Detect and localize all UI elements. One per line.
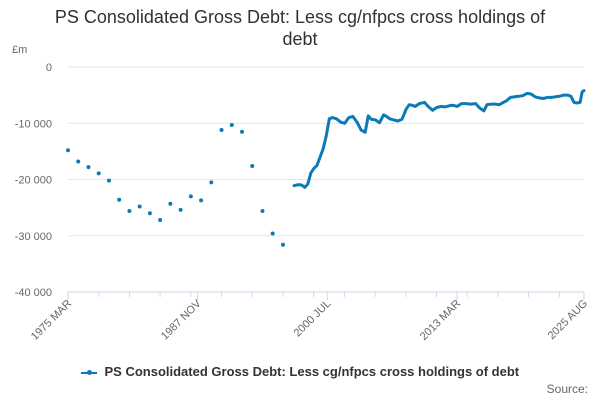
legend[interactable]: PS Consolidated Gross Debt: Less cg/nfpc…	[0, 364, 600, 379]
data-point-14	[209, 180, 214, 185]
chart-plot: 0-10 000-20 000-30 000-40 000 1975 MAR 19…	[15, 62, 590, 343]
y-tick-label-3: -30 000	[15, 231, 52, 243]
data-series	[66, 89, 586, 247]
x-axis: 1975 MAR 1987 NOV 2000 JUL 2013 MAR 2025 AUG	[29, 291, 590, 343]
legend-label: PS Consolidated Gross Debt: Less cg/nfpc…	[104, 364, 520, 379]
data-point-19	[260, 209, 265, 213]
data-point-15	[219, 128, 224, 132]
x-tick-label-1: 1987 NOV	[159, 297, 204, 342]
x-tick-label-3: 2013 MAR	[418, 298, 463, 343]
chart-title-line-2: debt	[282, 29, 318, 49]
data-point-18	[250, 164, 255, 168]
y-tick-label-0: 0	[46, 62, 52, 74]
chart-title-line-1: PS Consolidated Gross Debt: Less cg/nfpc…	[54, 7, 546, 27]
data-point-7	[137, 204, 142, 209]
data-point-16	[229, 122, 234, 127]
x-tick-label-4: 2025 AUG	[546, 298, 590, 342]
data-point-20	[270, 231, 275, 236]
data-point-6	[127, 209, 132, 213]
x-tick-label-2: 2000 JUL	[292, 298, 334, 340]
data-point-8	[147, 211, 152, 216]
data-point-21	[280, 242, 285, 247]
x-tick-label-0: 1975 MAR	[29, 298, 74, 343]
source-label: Source:	[546, 382, 588, 396]
data-point-10	[168, 201, 173, 206]
y-axis-unit-label: £m	[12, 44, 28, 56]
data-point-3	[96, 171, 101, 176]
series-line	[292, 89, 586, 189]
data-point-0	[66, 148, 70, 153]
data-point-5	[117, 197, 122, 202]
data-point-11	[178, 207, 183, 212]
chart-title: PS Consolidated Gross Debt: Less cg/nfpc…	[0, 6, 600, 50]
data-point-17	[240, 129, 245, 134]
y-tick-label-1: -10 000	[15, 118, 52, 130]
y-tick-label-2: -20 000	[15, 175, 52, 187]
data-point-12	[188, 194, 193, 199]
y-axis: 0 -10 000 -20 000 -30 000 -40 000	[15, 62, 52, 299]
data-point-9	[158, 218, 163, 222]
y-tick-label-4: -40 000	[15, 287, 52, 299]
data-point-1	[76, 159, 81, 164]
data-point-2	[86, 165, 91, 170]
legend-swatch	[80, 369, 97, 377]
data-point-4	[106, 178, 111, 183]
data-point-13	[199, 198, 204, 203]
